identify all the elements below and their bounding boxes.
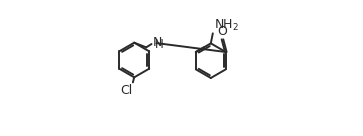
- Text: NH$_2$: NH$_2$: [214, 18, 239, 33]
- Text: N: N: [152, 36, 162, 49]
- Text: Cl: Cl: [120, 84, 132, 97]
- Text: H: H: [155, 38, 163, 50]
- Text: O: O: [217, 25, 227, 38]
